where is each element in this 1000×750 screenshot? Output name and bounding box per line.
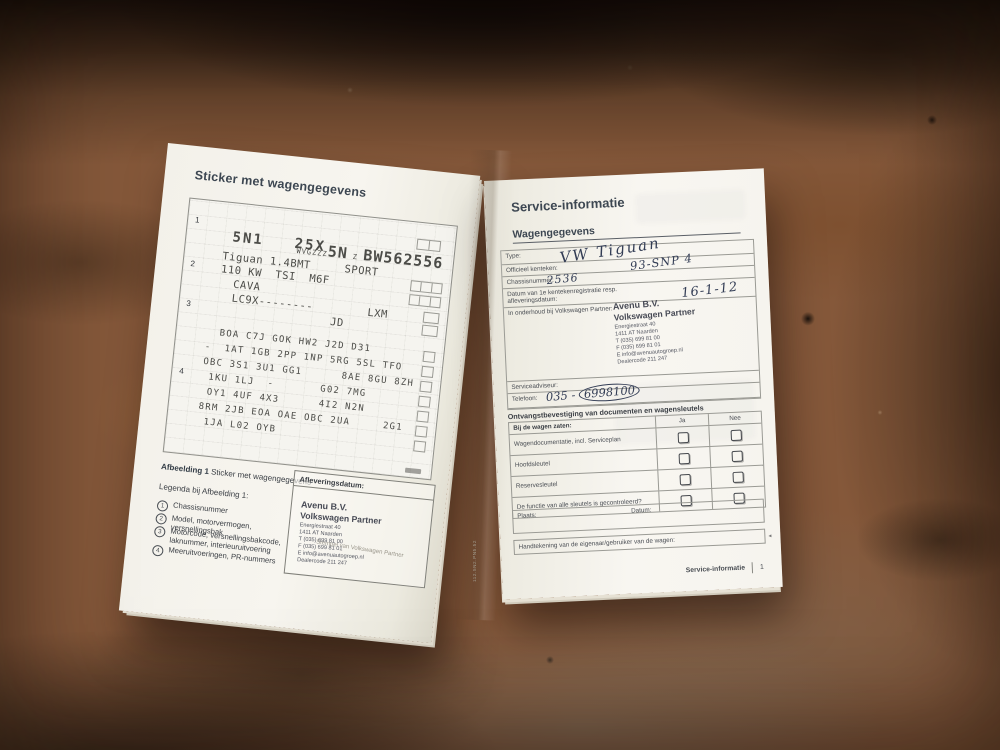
handwritten-telefoon-prefix: 035 -: [545, 387, 576, 405]
receipt-ja-cell: [656, 447, 711, 470]
plaats-label: Plaats:: [517, 511, 537, 520]
sticker-row-number: 4: [178, 366, 185, 376]
receipt-ja-cell: [655, 426, 710, 449]
sticker-grid-box: [417, 395, 431, 408]
sticker-row-number: 3: [185, 298, 192, 309]
receipt-nee-cell: [708, 423, 763, 447]
legend-number-badge: 3: [153, 525, 166, 538]
checkbox-ja: [677, 431, 689, 443]
figure-caption: Afbeelding 1 Sticker met wagengegevens: [161, 462, 312, 487]
sticker-interior-line: JD: [329, 315, 345, 330]
sticker-grid-box: [420, 365, 435, 378]
checkbox-nee: [730, 450, 743, 462]
right-page-title: Service-informatie: [510, 194, 625, 215]
sticker-grid-box: [422, 311, 440, 325]
sticker-row-number: 1: [194, 215, 201, 225]
page-footer: Service-informatie 1: [686, 562, 765, 577]
sticker-grid-box: [416, 238, 442, 253]
sticker-grid-box: [419, 380, 433, 393]
sticker-grid-box: [422, 350, 436, 364]
legend-number-badge: 1: [156, 499, 169, 512]
sticker-grid-box: [409, 280, 443, 295]
checkbox-nee: [730, 429, 742, 441]
footer-divider: [751, 562, 754, 574]
checkbox-nee: [731, 471, 744, 483]
vehicle-fields-table: Type: Officieel kenteken: Chassisnummer:…: [500, 234, 762, 411]
legend-number-badge: 4: [151, 544, 164, 557]
dealer-stamp: Avenu B.V. Volkswagen Partner Energiestr…: [612, 295, 698, 366]
spine-print-code: 112.5N2.PN5.52: [472, 540, 477, 583]
sticker-paint-line: LC9X-------- LXM: [217, 291, 389, 321]
vin-model-code: 5N: [326, 242, 349, 263]
receipt-nee-cell: [710, 465, 765, 489]
checkbox-ja: [678, 452, 690, 464]
booklet-right-page: Service-informatie Wagengegevens Type: O…: [484, 168, 783, 600]
sticker-print-mark: [404, 467, 422, 475]
sticker-grid-box: [408, 294, 442, 309]
booklet-left-page: Sticker met wagengegevens 1 2 3 4 WVGZZZ…: [118, 143, 481, 644]
left-page-title: Sticker met wagengegevens: [194, 168, 368, 200]
datum-label: Datum:: [630, 506, 652, 515]
figure-caption-number: Afbeelding 1: [160, 462, 210, 477]
checkbox-ja: [678, 473, 691, 485]
sticker-grid-box: [416, 410, 430, 423]
signature-label: Handtekening van de eigenaar/gebruiker v…: [518, 536, 676, 551]
receipt-nee-cell: [709, 444, 764, 468]
sticker-row-number: 2: [190, 259, 196, 269]
dealer-stamp: Avenu B.V. Volkswagen Partner Energiestr…: [297, 499, 383, 570]
footer-page-number: 1: [759, 563, 764, 571]
legend-number-badge: 2: [155, 512, 168, 525]
sticker-grid-box: [421, 324, 439, 338]
sticker-pr-line: 1JA L02 OYB: [196, 416, 277, 435]
vehicle-data-sticker: 1 2 3 4 WVGZZZ5N Z BW562556 5N1 25X Tigu…: [162, 197, 458, 481]
sticker-grid-box: [413, 440, 427, 453]
signature-row: Handtekening van de eigenaar/gebruiker v…: [513, 528, 766, 556]
footer-section-label: Service-informatie: [685, 564, 746, 575]
legend-title: Legenda bij Afbeelding 1:: [158, 481, 249, 501]
sticker-grid-box: [414, 425, 428, 438]
margin-mark: ◂: [768, 533, 772, 540]
delivery-date-box: Afleveringsdatum: Stempel van Volkswagen…: [283, 470, 436, 589]
vin-mid: Z: [347, 252, 364, 263]
receipt-ja-cell: [657, 468, 712, 491]
